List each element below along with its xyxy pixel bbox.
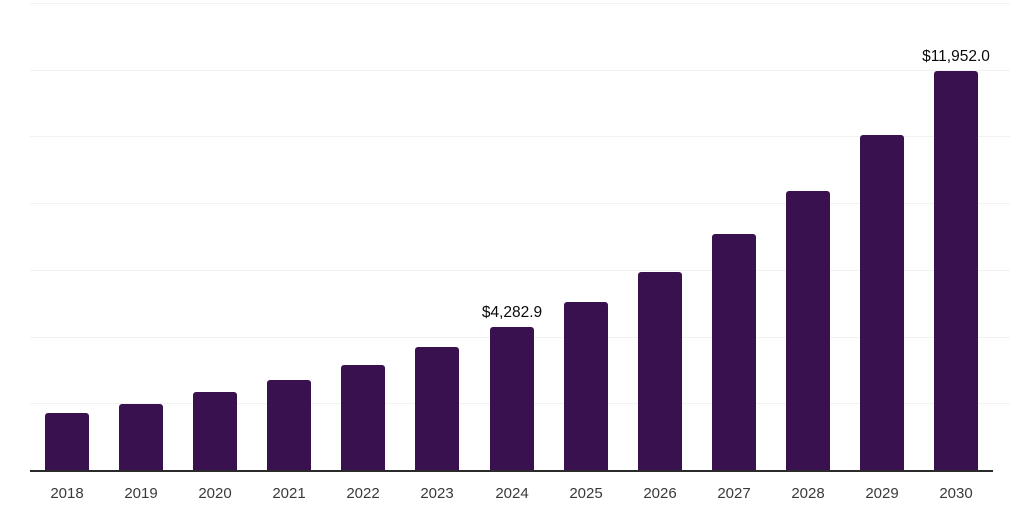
data-label-2024: $4,282.9: [481, 304, 543, 321]
bar-2022: [341, 365, 385, 470]
gridline: [30, 203, 1010, 204]
x-tick-label-2018: 2018: [50, 485, 84, 502]
gridline: [30, 136, 1010, 137]
bar-2021: [267, 380, 311, 470]
bar-2018: [45, 413, 89, 470]
x-tick-label-2030: 2030: [939, 485, 973, 502]
gridline: [30, 70, 1010, 71]
bar-2023: [415, 347, 459, 470]
x-axis-line: [30, 470, 993, 472]
x-tick-label-2019: 2019: [124, 485, 158, 502]
bar-2019: [119, 404, 163, 470]
bar-2027: [712, 234, 756, 470]
x-tick-label-2026: 2026: [643, 485, 677, 502]
data-label-2030: $11,952.0: [922, 48, 990, 65]
x-tick-label-2020: 2020: [198, 485, 232, 502]
bar-2028: [786, 191, 830, 470]
x-tick-label-2029: 2029: [865, 485, 899, 502]
bar-2025: [564, 302, 608, 470]
bar-2026: [638, 272, 682, 470]
bar-2024: [490, 327, 534, 470]
bar-2030: [934, 71, 978, 470]
gridline: [30, 3, 1010, 4]
x-tick-label-2028: 2028: [791, 485, 825, 502]
x-tick-label-2022: 2022: [346, 485, 380, 502]
x-tick-label-2024: 2024: [495, 485, 529, 502]
gridline: [30, 270, 1010, 271]
bar-2029: [860, 135, 904, 470]
x-tick-label-2023: 2023: [420, 485, 454, 502]
x-tick-label-2027: 2027: [717, 485, 751, 502]
x-tick-label-2025: 2025: [569, 485, 603, 502]
x-tick-label-2021: 2021: [272, 485, 306, 502]
bar-2020: [193, 392, 237, 470]
